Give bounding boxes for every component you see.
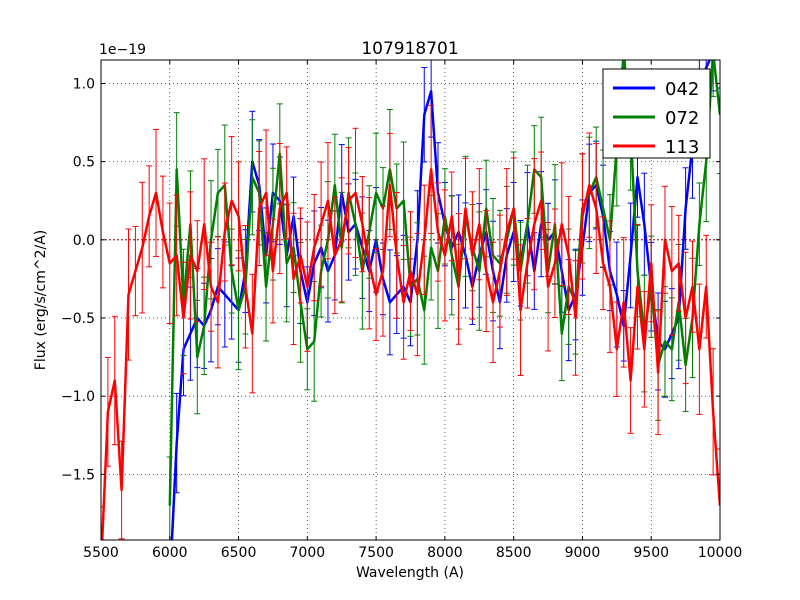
legend-label-072: 072 bbox=[665, 108, 699, 129]
chart-title: 107918701 bbox=[361, 39, 458, 59]
x-tick-label: 7000 bbox=[290, 545, 326, 561]
legend-label-042: 042 bbox=[665, 79, 699, 100]
x-axis-label: Wavelength (A) bbox=[356, 565, 464, 581]
y-tick-label: −1.5 bbox=[61, 467, 95, 483]
x-tick-label: 7500 bbox=[358, 545, 394, 561]
y-tick-label: 1.0 bbox=[73, 76, 95, 92]
legend-label-113: 113 bbox=[665, 137, 699, 158]
y-tick-label: −0.5 bbox=[61, 311, 95, 327]
x-tick-label: 8500 bbox=[496, 545, 532, 561]
plot-frame bbox=[100, 59, 721, 541]
series-group bbox=[101, 60, 720, 540]
x-tick-label: 6500 bbox=[221, 545, 257, 561]
x-tick-label: 5500 bbox=[83, 545, 119, 561]
legend: 042 072 113 bbox=[602, 68, 711, 159]
y-tick-label: 0.0 bbox=[73, 233, 95, 249]
x-tick-label: 6000 bbox=[152, 545, 188, 561]
x-tick-label: 10000 bbox=[698, 545, 743, 561]
x-tick-label: 9500 bbox=[633, 545, 669, 561]
y-axis-label: Flux (erg/s/cm^2/A) bbox=[33, 230, 49, 370]
y-tick-label: −1.0 bbox=[61, 389, 95, 405]
series-line-113 bbox=[101, 168, 720, 540]
x-tick-label: 8000 bbox=[427, 545, 463, 561]
axis-ticks: 5500 6000 6500 7000 7500 8000 8500 9000 9500 1000… bbox=[61, 60, 742, 561]
y-offset-label: 1e−19 bbox=[99, 42, 146, 58]
series-113 bbox=[101, 104, 720, 540]
y-tick-label: 0.5 bbox=[73, 155, 95, 171]
x-tick-label: 9000 bbox=[565, 545, 601, 561]
legend-box bbox=[602, 68, 711, 159]
